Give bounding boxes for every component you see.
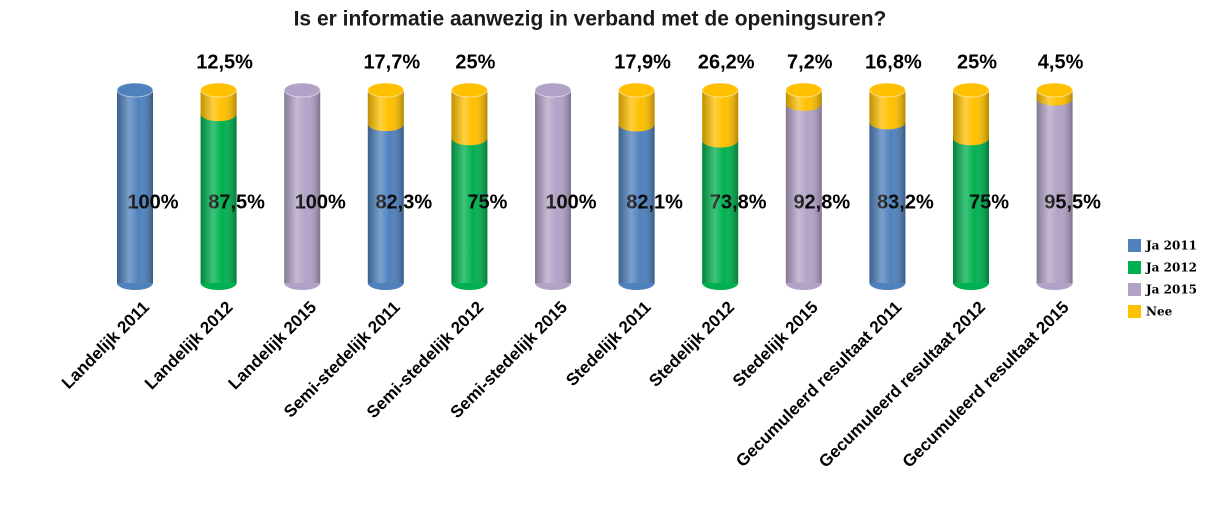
legend-label: Ja 2012 bbox=[1145, 261, 1197, 275]
cylinder-shading bbox=[535, 90, 571, 283]
data-label: 7,2% bbox=[787, 51, 833, 73]
data-label: 25% bbox=[957, 51, 997, 73]
x-tick-label: Stedelijk 2012 bbox=[645, 298, 738, 391]
legend-label: Ja 2011 bbox=[1145, 239, 1197, 253]
data-label: 17,9% bbox=[614, 51, 671, 73]
bar-top bbox=[200, 82, 238, 98]
bar-top bbox=[868, 82, 906, 98]
chart-title: Is er informatie aanwezig in verband met… bbox=[294, 8, 887, 31]
bar-top bbox=[785, 82, 823, 98]
bar-top bbox=[1036, 82, 1074, 98]
legend-swatch bbox=[1128, 261, 1141, 274]
x-tick-label: Landelijk 2015 bbox=[225, 298, 321, 394]
cylinder-shading bbox=[1036, 90, 1073, 283]
cylinder-shading bbox=[618, 90, 655, 283]
cylinder-shading bbox=[451, 90, 488, 283]
bar-top bbox=[367, 82, 405, 98]
x-tick-label: Gecumuleerd resultaat 2015 bbox=[899, 298, 1073, 472]
cylinder-shading bbox=[200, 90, 237, 283]
data-label: 16,8% bbox=[865, 51, 922, 73]
cylinder-shading bbox=[367, 90, 404, 283]
x-tick-label: Gecumuleerd resultaat 2012 bbox=[815, 298, 989, 472]
cylinder-shading bbox=[702, 90, 739, 283]
bar-top bbox=[450, 82, 488, 98]
data-label: 25% bbox=[455, 51, 495, 73]
bar-top bbox=[534, 82, 572, 98]
x-tick-label: Landelijk 2012 bbox=[141, 298, 237, 394]
bar-top bbox=[116, 82, 154, 98]
x-tick-label: Stedelijk 2011 bbox=[562, 298, 654, 390]
legend-swatch bbox=[1128, 305, 1141, 318]
data-label: 4,5% bbox=[1038, 51, 1084, 73]
bar-top bbox=[701, 82, 739, 98]
data-label: 12,5% bbox=[196, 51, 253, 73]
x-tick-label: Stedelijk 2015 bbox=[729, 298, 822, 391]
legend-swatch bbox=[1128, 283, 1141, 296]
cylinder-shading bbox=[284, 90, 321, 283]
bar-top bbox=[952, 82, 990, 98]
legend-label: Nee bbox=[1146, 305, 1173, 319]
legend-swatch bbox=[1128, 239, 1141, 252]
cylinder-shading bbox=[953, 90, 989, 283]
x-tick-label: Landelijk 2011 bbox=[58, 298, 153, 393]
data-label: 26,2% bbox=[698, 51, 755, 73]
bar-top bbox=[618, 82, 656, 98]
bar-top bbox=[283, 82, 321, 98]
legend-label: Ja 2015 bbox=[1145, 283, 1197, 297]
x-tick-label: Gecumuleerd resultaat 2011 bbox=[732, 298, 905, 471]
cylinder-shading bbox=[117, 90, 153, 283]
cylinder-shading bbox=[785, 90, 822, 283]
cylinder-shading bbox=[869, 90, 906, 283]
data-label: 17,7% bbox=[363, 51, 420, 73]
